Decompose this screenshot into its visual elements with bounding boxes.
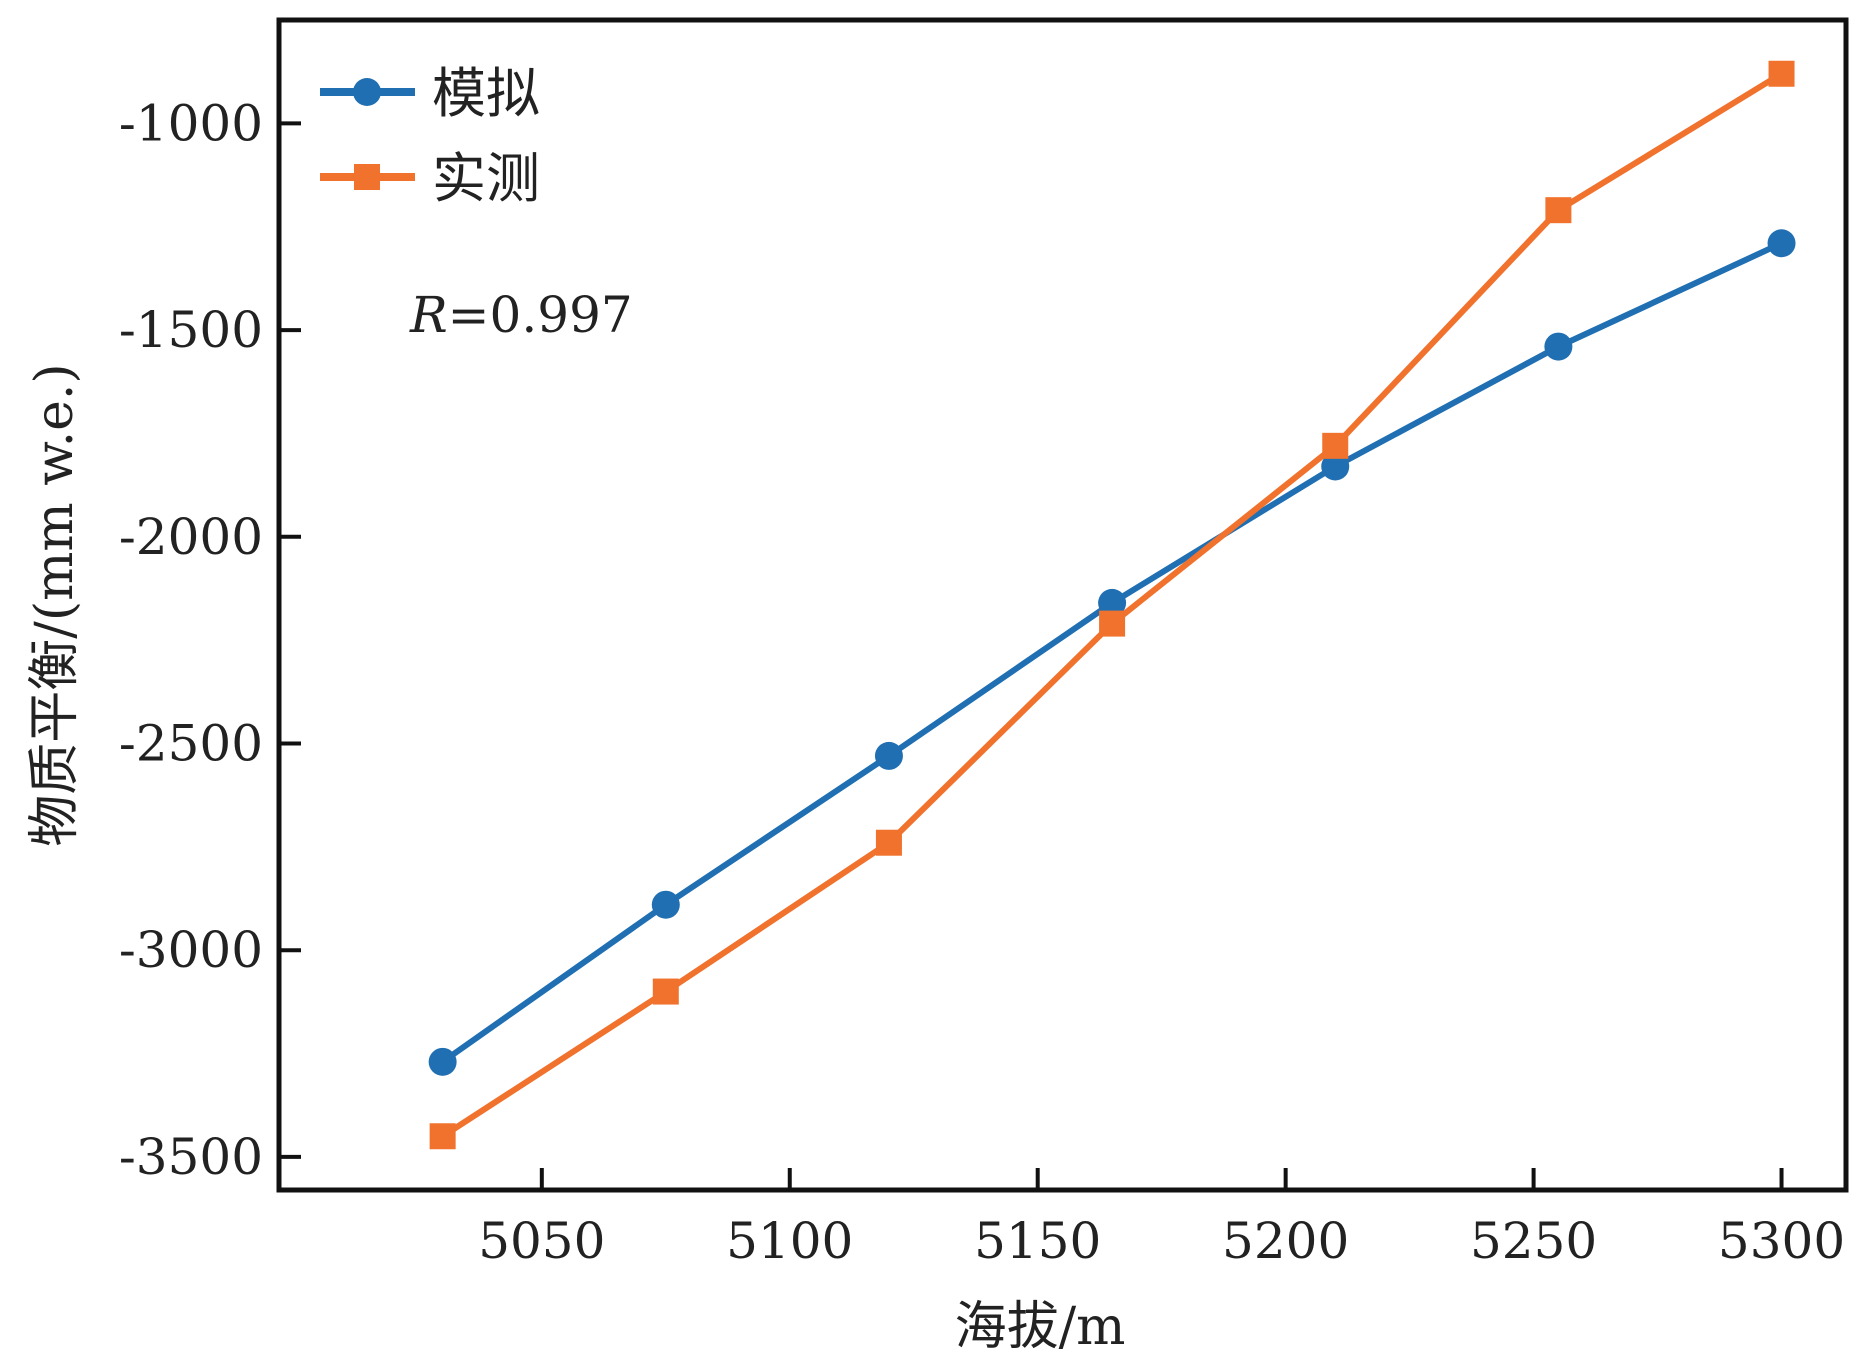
series-1-point-5210 — [1322, 432, 1349, 459]
series-0-point-5120 — [874, 741, 903, 770]
plot-frame — [276, 17, 1849, 1193]
y-tick-label--3000: -3000 — [119, 921, 263, 979]
legend-marker-simulated — [353, 78, 381, 106]
legend: 模拟 实测 — [320, 62, 540, 210]
series-1-point-5075 — [652, 978, 679, 1005]
series-1-point-5300 — [1768, 60, 1795, 87]
legend-label-simulated: 模拟 — [432, 62, 540, 125]
x-axis-label: 海拔/m — [955, 1297, 1126, 1357]
series-0-point-5210 — [1321, 452, 1350, 481]
series-0-point-5165 — [1098, 588, 1127, 617]
annotation-italic: R — [409, 286, 448, 344]
series-line-0 — [440, 240, 1783, 1065]
y-tick-label--2000: -2000 — [119, 508, 263, 566]
correlation-annotation: R=0.997 — [409, 286, 633, 344]
y-tick-label--3500: -3500 — [119, 1128, 263, 1186]
x-tick-label-5300: 5300 — [1718, 1212, 1845, 1270]
legend-label-measured: 实测 — [432, 147, 540, 210]
y-axis-label: 物质平衡/(mm w.e.) — [25, 363, 85, 846]
x-tick-label-5250: 5250 — [1470, 1212, 1597, 1270]
series-0-point-5075 — [651, 890, 680, 919]
series-1-point-5165 — [1099, 610, 1126, 637]
series-0-point-5255 — [1544, 332, 1573, 361]
x-tick-label-5050: 5050 — [478, 1212, 605, 1270]
ticks: 5050 5100 5150 5200 5250 5300 -1000 -1500 -2000 -… — [119, 94, 1845, 1270]
annotation-value: =0.997 — [448, 286, 633, 344]
y-tick-label--2500: -2500 — [119, 714, 263, 772]
y-tick-label--1000: -1000 — [119, 94, 263, 152]
x-tick-label-5150: 5150 — [974, 1212, 1101, 1270]
series-0-point-5300 — [1767, 229, 1796, 258]
series-1-point-5120 — [875, 829, 902, 856]
x-tick-label-5200: 5200 — [1222, 1212, 1349, 1270]
series — [428, 60, 1796, 1150]
y-tick-label--1500: -1500 — [119, 301, 263, 359]
series-0-point-5030 — [428, 1047, 457, 1076]
series-1-point-5255 — [1545, 197, 1572, 224]
legend-marker-measured — [354, 164, 380, 190]
series-1-point-5030 — [429, 1123, 456, 1150]
x-tick-label-5100: 5100 — [726, 1212, 853, 1270]
